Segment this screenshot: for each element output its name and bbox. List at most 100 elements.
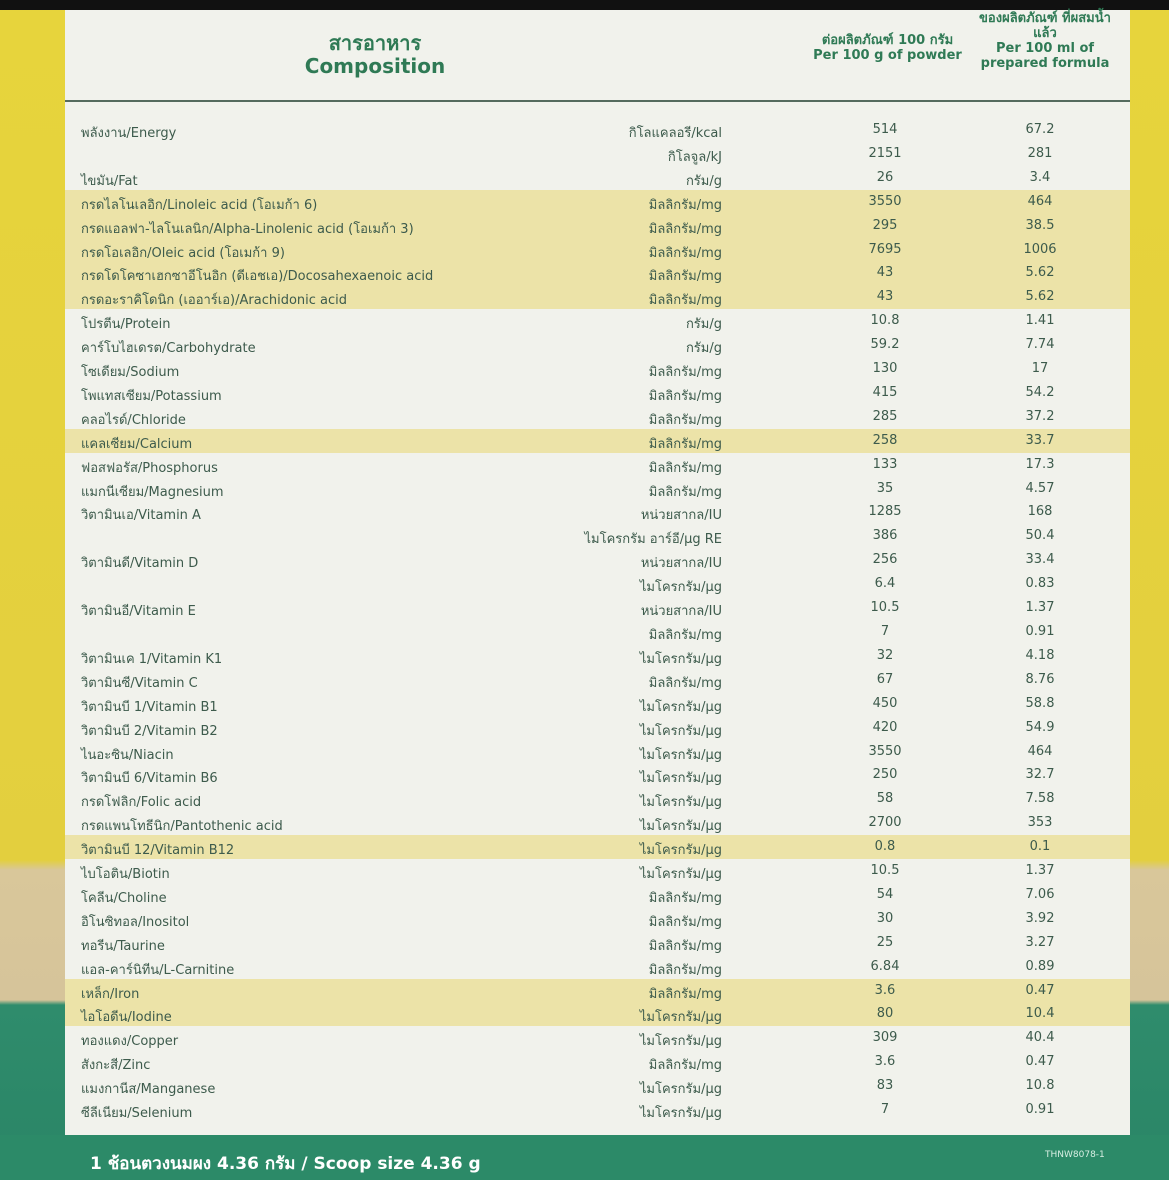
per-100g: 25 [876,934,894,950]
table-row: กรดโดโคซาเฮกซาอีโนอิก (ดีเอชเอ)/Docosahe… [65,261,1130,286]
table-row: กิโลจูล/kJ 2151 281 [65,142,1130,166]
per-100g: 10.8 [870,313,900,329]
per-100ml: 17 [1031,361,1049,377]
unit: ไมโครกรัม/µg [639,1082,722,1098]
footer-band [0,1135,1169,1180]
per-100ml: 1.41 [1025,313,1055,329]
per-100ml: 3.27 [1025,934,1055,950]
nutrient-name: วิตามินบี 2/Vitamin B2 [81,723,218,739]
per-100g: 2700 [868,815,902,831]
unit: มิลลิกรัม/mg [648,460,722,476]
table-row: ไนอะซิน/Niacin ไมโครกรัม/µg 3550 464 [65,740,1130,764]
nutrient-name: พลังงาน/Energy [81,126,177,141]
nutrient-name: โซเดียม/Sodium [81,365,180,381]
per-100ml: 7.58 [1025,791,1055,807]
per-100ml: 58.8 [1025,695,1055,711]
unit: มิลลิกรัม/mg [648,221,722,237]
unit: ไมโครกรัม/µg [639,867,722,883]
nutrient-name: กรดแอลฟา-ไลโนเลนิก/Alpha-Linolenic acid … [81,221,414,237]
table-row: ทองแดง/Copper ไมโครกรัม/µg 309 40.4 [65,1026,1130,1050]
per-100ml: 10.8 [1025,1078,1055,1094]
per-100ml: 54.9 [1025,719,1055,735]
per-100g: 258 [872,432,898,448]
unit: มิลลิกรัม/mg [648,293,722,309]
header-per-g: ต่อผลิตภัณฑ์ 100 กรัม Per 100 g of powde… [810,33,965,64]
unit: หน่วยสากล/IU [640,508,722,524]
unit: มิลลิกรัม/mg [648,1058,722,1074]
per-100g: 80 [876,1006,894,1022]
per-100g: 7 [880,624,890,639]
per-100g: 1285 [868,504,902,520]
per-100g: 309 [872,1030,898,1046]
nutrient-name: แอล-คาร์นิทีน/L-Carnitine [81,962,235,978]
nutrient-name: กรดโฟลิก/Folic acid [81,795,202,811]
table-row: วิตามินบี 1/Vitamin B1 ไมโครกรัม/µg 450 58.… [65,692,1130,716]
table-row: แมกนีเซียม/Magnesium มิลลิกรัม/mg 35 4.57 [65,477,1130,501]
unit: มิลลิกรัม/mg [648,890,722,906]
unit: ไมโครกรัม/µg [639,747,722,763]
table-row: ไมโครกรัม/µg 6.4 0.83 [65,572,1130,596]
per-100g: 250 [872,767,898,783]
unit: ไมโครกรัม/µg [639,1010,722,1026]
table-row: มิลลิกรัม/mg 7 0.91 [65,620,1130,644]
per-100ml: 17.3 [1025,456,1055,472]
unit: มิลลิกรัม/mg [648,269,722,285]
per-100g: 54 [876,886,894,902]
per-100ml: 353 [1027,815,1053,831]
per-100g: 43 [876,289,894,305]
per-100ml: 32.7 [1025,767,1055,783]
nutrient-name: แมกนีเซียม/Magnesium [81,484,224,500]
per-100ml: 0.91 [1025,1102,1055,1118]
per-g-th: ต่อผลิตภัณฑ์ 100 กรัม [821,33,954,48]
unit: ไมโครกรัม/µg [639,580,722,596]
table-row: แคลเซียม/Calcium มิลลิกรัม/mg 258 33.7 [65,428,1130,453]
table-row: ไบโอติน/Biotin ไมโครกรัม/µg 10.5 1.37 [65,859,1130,883]
table-row: โปรตีน/Protein กรัม/g 10.8 1.41 [65,309,1130,333]
per-100ml: 4.18 [1025,647,1055,663]
table-row: แมงกานีส/Manganese ไมโครกรัม/µg 83 10.8 [65,1074,1130,1098]
per-100ml: 0.47 [1025,982,1055,998]
nutrient-name: ไขมัน/Fat [81,173,138,189]
nutrient-name: ไนอะซิน/Niacin [81,747,174,763]
per-100g: 3550 [868,193,902,209]
per-100ml: 0.83 [1025,576,1055,592]
nutrient-name: ไอโอดีน/Iodine [81,1010,172,1026]
table-row: วิตามินซี/Vitamin C มิลลิกรัม/mg 67 8.76 [65,668,1130,692]
unit: ไมโครกรัม/µg [639,651,722,667]
table-row: แอล-คาร์นิทีน/L-Carnitine มิลลิกรัม/mg 6.8… [65,955,1130,979]
per-ml-th: ของผลิตภัณฑ์ ที่ผสมน้ำแล้ว [979,11,1111,41]
table-row: กรดโอเลอิก/Oleic acid (โอเมก้า 9) มิลลิกร… [65,237,1130,262]
unit: มิลลิกรัม/mg [648,412,722,428]
scoop-size: 1 ช้อนตวงนมผง 4.36 กรัม / Scoop size 4.3… [90,1154,481,1174]
per-100g: 58 [876,791,894,807]
table-row: เหล็ก/Iron มิลลิกรัม/mg 3.6 0.47 [65,978,1130,1003]
per-100g: 386 [872,528,898,544]
per-100g: 6.84 [870,958,900,974]
unit: กรัม/g [685,341,722,357]
unit: กิโลจูล/kJ [667,149,722,165]
unit: หน่วยสากล/IU [640,604,722,620]
nutrient-name: ทอรีน/Taurine [81,938,165,954]
per-100ml: 5.62 [1025,289,1055,305]
table-row: ไขมัน/Fat กรัม/g 26 3.4 [65,166,1130,190]
per-100ml: 1.37 [1025,863,1055,879]
per-100g: 32 [876,647,894,663]
per-100g: 415 [872,384,898,400]
unit: มิลลิกรัม/mg [648,914,722,930]
nutrient-name: กรดไลโนเลอิก/Linoleic acid (โอเมก้า 6) [81,197,318,213]
unit: กรัม/g [685,317,722,333]
table-row: พลังงาน/Energy กิโลแคลอรี/kcal 514 67.2 [65,118,1130,142]
per-100g: 130 [872,361,898,377]
table-row: โซเดียม/Sodium มิลลิกรัม/mg 130 17 [65,357,1130,381]
table-row: สังกะสี/Zinc มิลลิกรัม/mg 3.6 0.47 [65,1050,1130,1074]
table-row: โคลีน/Choline มิลลิกรัม/mg 54 7.06 [65,883,1130,907]
unit: มิลลิกรัม/mg [648,197,722,213]
per-100g: 83 [876,1078,894,1094]
nutrient-name: กรดโอเลอิก/Oleic acid (โอเมก้า 9) [81,245,285,261]
per-100ml: 3.4 [1029,169,1051,185]
nutrient-name: วิตามินเค 1/Vitamin K1 [81,651,223,667]
unit: มิลลิกรัม/mg [648,986,722,1002]
unit: ไมโครกรัม/µg [639,795,722,811]
unit: มิลลิกรัม/mg [648,628,722,643]
